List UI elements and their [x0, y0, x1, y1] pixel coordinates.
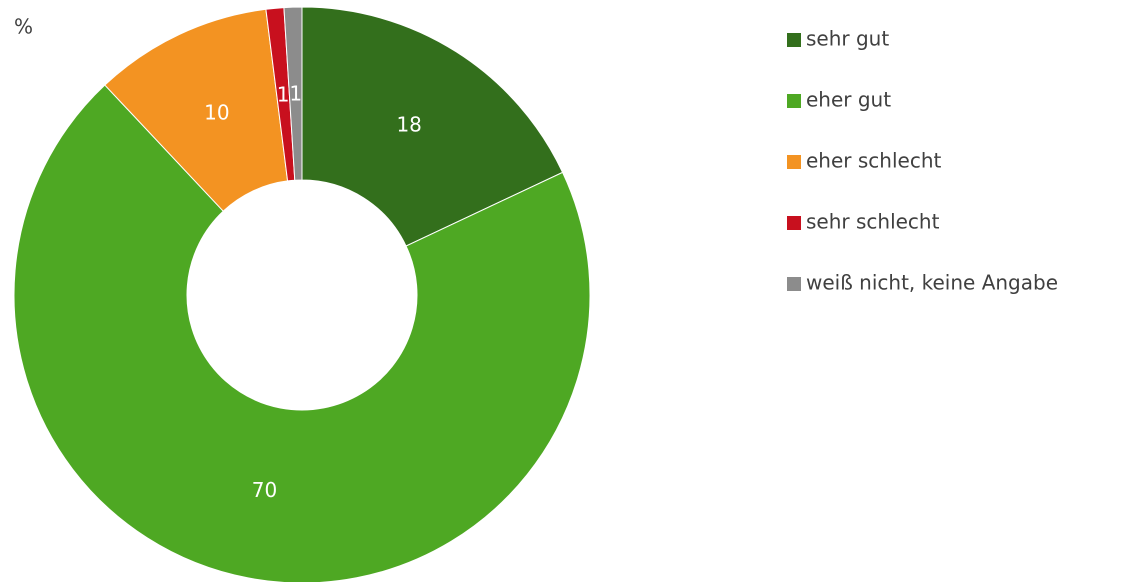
data-label: 70 — [252, 478, 277, 502]
donut-slice — [13, 84, 591, 582]
legend-label: sehr schlecht — [806, 210, 940, 234]
unit-label: % — [14, 15, 33, 39]
legend-swatch — [787, 277, 801, 291]
legend-swatch — [787, 155, 801, 169]
legend-label: weiß nicht, keine Angabe — [806, 271, 1058, 295]
donut-slice — [283, 6, 303, 181]
legend-label: eher schlecht — [806, 149, 941, 173]
legend-label: eher gut — [806, 88, 891, 112]
legend-swatch — [787, 216, 801, 230]
data-label: 10 — [204, 101, 229, 125]
data-label: 1 — [289, 82, 302, 106]
data-label: 1 — [277, 82, 290, 106]
legend-swatch — [787, 94, 801, 108]
legend-label: sehr gut — [806, 27, 889, 51]
data-label: 18 — [396, 113, 421, 137]
legend-swatch — [787, 33, 801, 47]
donut-slice — [301, 6, 564, 247]
